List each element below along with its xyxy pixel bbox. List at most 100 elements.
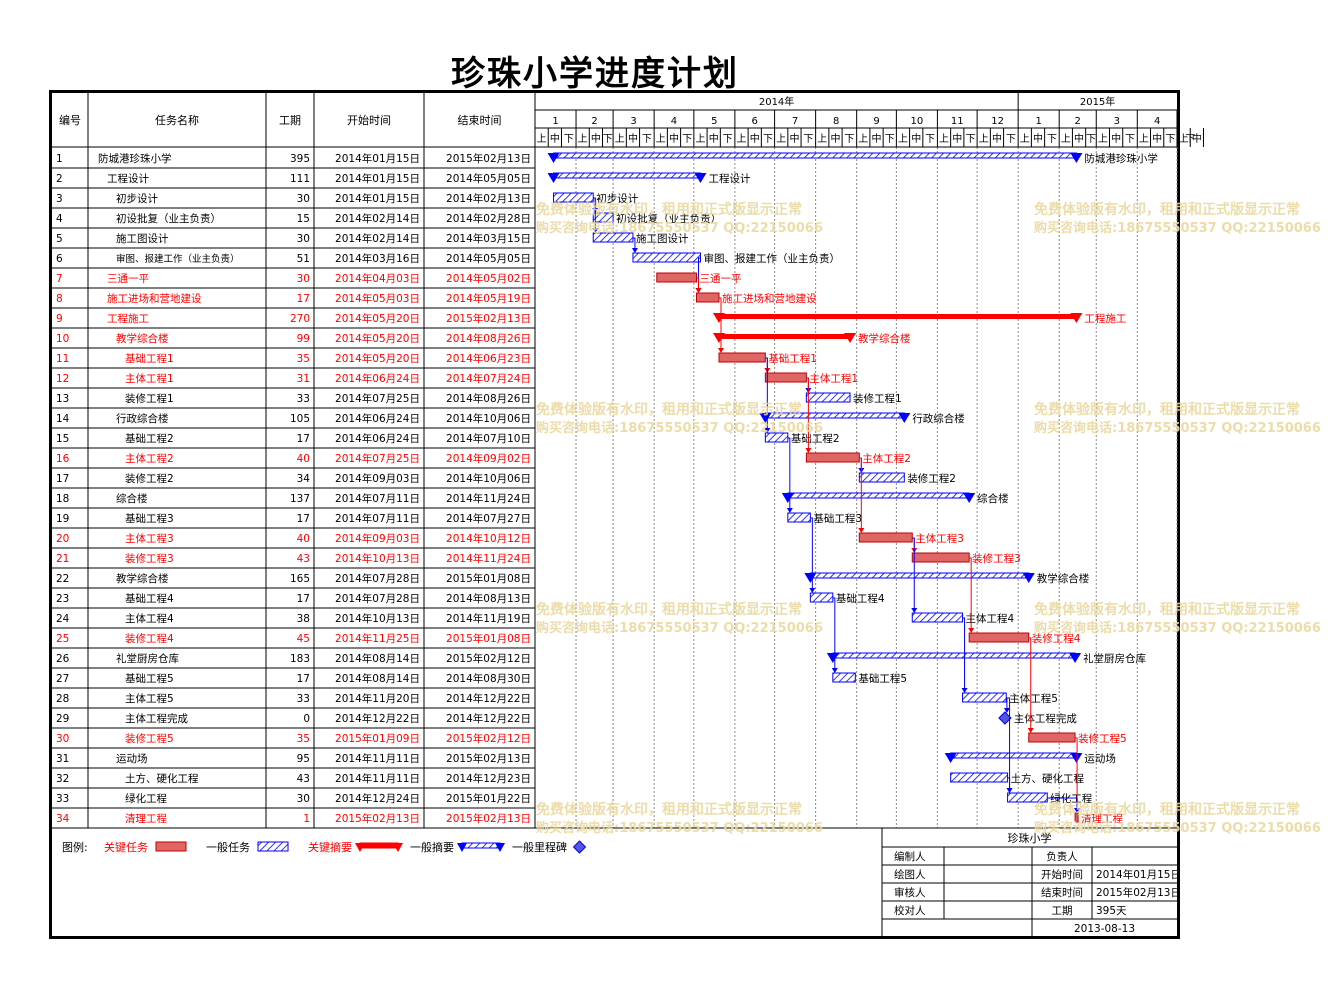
bar-label: 清理工程 [1081,812,1123,825]
task-name: 初设批复（业主负责） [116,212,221,225]
task-name: 施工图设计 [116,232,169,245]
task-start: 2014年07月28日 [335,592,420,605]
task-end: 2014年06月23日 [446,352,531,365]
task-end: 2015年01月08日 [446,572,531,585]
task-duration: 183 [290,653,310,665]
task-bar [805,392,851,403]
critical-task-bar [695,292,720,303]
task-start: 2014年02月14日 [335,212,420,225]
dependency-link [969,557,972,632]
watermark-line1: 免费体验版有水印，租用和正式版显示正常 [1034,201,1300,218]
dekad-label: 下 [1047,134,1057,145]
year-label: 2014年 [759,95,794,108]
task-duration: 30 [297,233,310,245]
dekad-label: 中 [1074,132,1084,145]
bar-label: 审图、报建工作（业主负责） [703,252,840,265]
task-name: 装修工程3 [125,552,174,565]
dekad-label: 中 [911,132,921,145]
dependency-link [1006,697,1011,792]
month-label: 1 [1035,116,1041,127]
task-duration: 34 [297,473,311,485]
task-id: 28 [56,693,69,705]
bar-label: 基础工程2 [791,432,840,445]
dependency-arrowhead [805,448,812,453]
dependency-link [832,597,836,672]
task-name: 初步设计 [116,192,158,205]
bar-label: 运动场 [1084,752,1116,765]
infobox-cell: 395天 [1096,905,1127,917]
task-duration: 15 [297,213,310,225]
bar-label: 教学综合楼 [858,332,911,345]
legend-label: 图例: [62,840,88,854]
task-duration: 17 [297,433,310,445]
dependency-link [962,617,966,692]
task-id: 26 [56,653,70,665]
task-end: 2014年11月24日 [446,552,531,565]
dependency-link [787,437,791,512]
summary-bar [553,172,701,179]
bar-label: 基础工程3 [813,512,862,525]
bar-label: 基础工程4 [836,592,885,605]
task-duration: 99 [297,333,310,345]
infobox-cell: 负责人 [1046,850,1078,863]
bar-label: 工程施工 [1084,312,1126,325]
month-label: 2 [591,116,597,127]
bar-label: 装修工程2 [907,472,956,485]
task-id: 3 [56,193,63,205]
summary-end-cap [1070,153,1083,163]
task-duration: 35 [297,353,310,365]
task-duration: 43 [297,553,310,565]
dependency-arrowhead [961,688,968,693]
task-duration: 137 [290,493,310,505]
summary-bar [809,572,1030,579]
column-header-name: 任务名称 [155,113,199,127]
task-start: 2015年02月13日 [335,812,420,825]
legend-summary-cap [393,843,403,852]
task-name: 基础工程5 [125,672,174,685]
summary-end-cap [1070,753,1083,763]
task-id: 13 [56,393,69,405]
watermark-line2: 购买咨询电话:18675550537 QQ:22150066 [536,820,823,836]
task-bar [911,612,964,623]
month-label: 1 [552,116,558,127]
watermark-line1: 免费体验版有水印，租用和正式版显示正常 [536,401,802,418]
dekad-label: 中 [789,132,799,145]
month-label: 5 [711,116,717,127]
task-start: 2014年01月15日 [335,152,420,165]
dependency-arrowhead [1027,728,1034,733]
task-end: 2014年12月22日 [446,692,531,705]
task-end: 2014年11月19日 [446,612,531,625]
task-start: 2014年09月03日 [335,532,420,545]
watermark-line2: 购买咨询电话:18675550537 QQ:22150066 [1034,420,1321,436]
bar-label: 装修工程4 [1032,632,1081,645]
task-duration: 95 [297,753,310,765]
dekad-label: 下 [885,134,895,145]
task-name: 施工进场和营地建设 [107,292,202,305]
bar-label: 装修工程3 [972,552,1021,565]
task-id: 11 [56,353,69,365]
dependency-link [859,457,862,532]
summary-end-cap [963,493,976,503]
bar-label: 主体工程4 [966,613,1015,625]
task-id: 20 [56,533,69,545]
task-end: 2014年09月02日 [446,452,531,465]
task-bar [1007,792,1048,803]
task-start: 2015年01月09日 [335,732,420,745]
dekad-label: 中 [628,132,638,145]
task-name: 主体工程5 [125,693,174,705]
watermark-line1: 免费体验版有水印，租用和正式版显示正常 [1034,401,1300,418]
dekad-label: 中 [669,132,679,145]
summary-end-cap [694,173,707,183]
task-bar [592,212,614,223]
task-duration: 40 [297,453,310,465]
task-duration: 270 [290,313,310,325]
bar-label: 主体工程完成 [1014,712,1077,725]
dekad-label: 下 [1185,134,1195,145]
bar-label: 初设批复（业主负责） [616,212,721,225]
task-start: 2014年05月20日 [335,352,420,365]
infobox-cell: 工期 [1052,905,1073,917]
task-start: 2014年05月03日 [335,292,420,305]
month-label: 3 [1114,116,1120,127]
month-label: 11 [951,116,964,127]
task-bar [832,672,856,683]
